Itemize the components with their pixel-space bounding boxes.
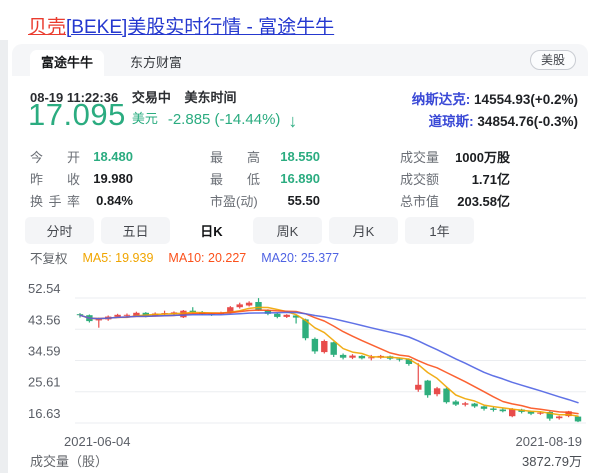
quote-time-row: 08-19 11:22:36 交易中 美东时间 [30,87,246,106]
index-quote-0: 纳斯达克: 14554.93(+0.2%) [411,92,578,107]
period-tab-日K[interactable]: 日K [177,217,246,244]
price-row: 17.095 美元 -2.885 (-14.44%) ↓ [28,99,297,130]
current-price: 17.095 [28,97,126,132]
title-symbol-name: 贝壳 [28,17,67,38]
stat-row: 成交量 1000万股 [400,149,510,165]
down-arrow-icon: ↓ [288,111,298,131]
period-tabs: 分时 五日 日K 周K 月K 1年 [25,217,474,244]
stats-column-3: 成交量 1000万股 成交额 1.71亿 总市值 203.58亿 [400,145,510,211]
price-change: -2.885 (-14.44%) [167,111,281,128]
trading-status: 交易中 [131,90,171,105]
stat-row: 最低 16.890 [210,170,320,187]
stats-column-1: 今开 18.480 昨收 19.980 换手率 0.84% [30,145,133,211]
legend-ma5: MA5: 19.939 [82,250,154,265]
period-tab-分时[interactable]: 分时 [25,217,94,244]
stats-column-2: 最高 18.550 最低 16.890 市盈(动) 55.50 [210,145,320,211]
stat-row: 总市值 203.58亿 [400,193,510,209]
svg-text:3872.79万: 3872.79万 [522,454,582,469]
currency-label: 美元 [131,111,158,126]
tab-futu-niuniu[interactable]: 富途牛牛 [30,50,104,76]
market-badge: 美股 [529,50,576,70]
legend-ma20: MA20: 25.377 [261,250,340,265]
svg-text:34.59: 34.59 [28,344,61,359]
svg-text:25.61: 25.61 [28,375,61,390]
svg-text:2021-08-19: 2021-08-19 [516,434,583,449]
period-tab-月K[interactable]: 月K [329,217,398,244]
stat-row: 昨收 19.980 [30,170,133,187]
ma-legend: 不复权 MA5: 19.939 MA10: 20.227 MA20: 25.377 [30,248,339,267]
svg-text:2021-06-04: 2021-06-04 [64,434,131,449]
page-left-gutter [0,40,8,473]
index-quote-1: 道琼斯: 34854.76(-0.3%) [428,114,578,129]
period-tab-周K[interactable]: 周K [253,217,322,244]
stat-row: 成交额 1.71亿 [400,171,510,187]
period-tab-1年[interactable]: 1年 [405,217,474,244]
stat-row: 最高 18.550 [210,148,320,165]
source-tabbar: 富途牛牛 东方财富 美股 [12,44,588,76]
page-title-link[interactable]: 贝壳[BEKE]美股实时行情 - 富途牛牛 [28,12,334,39]
legend-ma10: MA10: 20.227 [168,250,247,265]
quote-time: 08-19 11:22:36 [30,90,119,105]
indices: 纳斯达克: 14554.93(+0.2%) 道琼斯: 34854.76(-0.3%… [412,89,578,133]
stats-grid: 今开 18.480 昨收 19.980 换手率 0.84% 最高 18.550 最低 16.890… [30,145,510,211]
svg-text:16.63: 16.63 [28,406,61,421]
svg-text:43.56: 43.56 [28,312,61,327]
stat-row: 换手率 0.84% [30,192,133,209]
svg-text:成交量（股）: 成交量（股） [30,454,108,469]
title-rest: [BEKE]美股实时行情 - 富途牛牛 [66,17,335,38]
tab-eastmoney[interactable]: 东方财富 [130,55,183,70]
stat-row: 今开 18.480 [30,148,133,165]
stat-row: 市盈(动) 55.50 [210,192,320,209]
period-tab-五日[interactable]: 五日 [101,217,170,244]
svg-text:52.54: 52.54 [28,281,61,296]
adjust-mode-label: 不复权 [30,252,68,266]
timezone-label: 美东时间 [184,90,237,105]
